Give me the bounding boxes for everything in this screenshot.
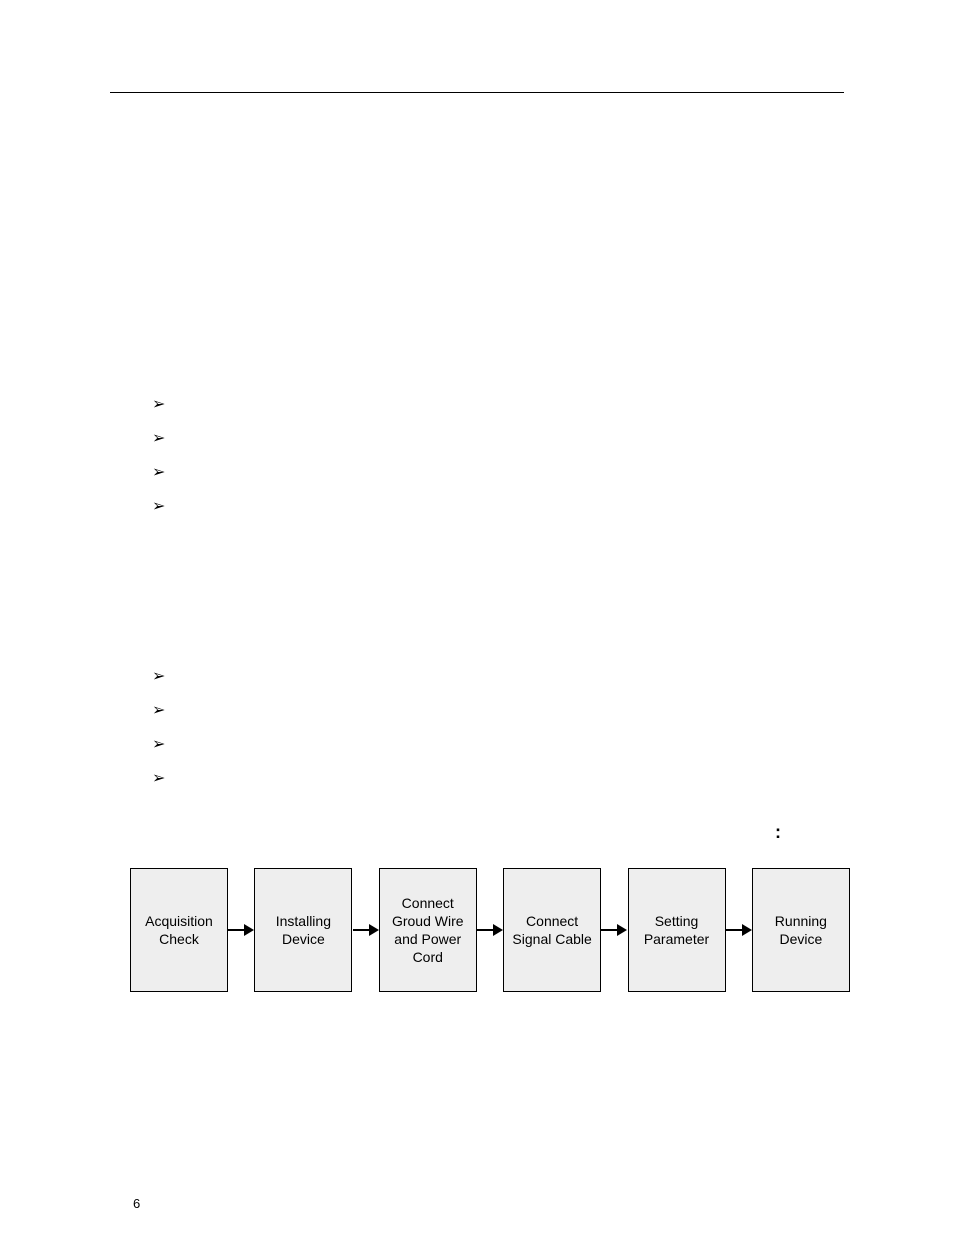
- colon-punctuation: :: [775, 822, 781, 843]
- list-item: ➢: [152, 700, 185, 720]
- list-item: ➢: [152, 734, 185, 754]
- page-number: 6: [133, 1196, 140, 1211]
- arrow-right-icon: [477, 925, 503, 935]
- arrow-right-icon: [353, 925, 379, 935]
- flow-node-running-device: Running Device: [752, 868, 850, 992]
- bullet-list-2: ➢ ➢ ➢ ➢: [152, 666, 185, 802]
- chevron-right-icon: ➢: [152, 666, 165, 686]
- chevron-right-icon: ➢: [152, 734, 165, 754]
- chevron-right-icon: ➢: [152, 394, 165, 414]
- arrow-right-icon: [228, 925, 254, 935]
- flow-node-acquisition-check: Acquisition Check: [130, 868, 228, 992]
- bullet-list-1: ➢ ➢ ➢ ➢: [152, 394, 185, 530]
- chevron-right-icon: ➢: [152, 462, 165, 482]
- flow-node-connect-signal-cable: Connect Signal Cable: [503, 868, 601, 992]
- chevron-right-icon: ➢: [152, 768, 165, 788]
- list-item: ➢: [152, 428, 185, 448]
- list-item: ➢: [152, 768, 185, 788]
- chevron-right-icon: ➢: [152, 496, 165, 516]
- chevron-right-icon: ➢: [152, 428, 165, 448]
- list-item: ➢: [152, 462, 185, 482]
- list-item: ➢: [152, 394, 185, 414]
- flow-node-connect-ground-power: Connect Groud Wire and Power Cord: [379, 868, 477, 992]
- list-item: ➢: [152, 496, 185, 516]
- arrow-right-icon: [601, 925, 627, 935]
- chevron-right-icon: ➢: [152, 700, 165, 720]
- arrow-right-icon: [726, 925, 752, 935]
- list-item: ➢: [152, 666, 185, 686]
- flow-node-installing-device: Installing Device: [254, 868, 352, 992]
- flow-node-setting-parameter: Setting Parameter: [628, 868, 726, 992]
- horizontal-rule: [110, 92, 844, 93]
- installation-flowchart: Acquisition Check Installing Device Conn…: [130, 866, 850, 994]
